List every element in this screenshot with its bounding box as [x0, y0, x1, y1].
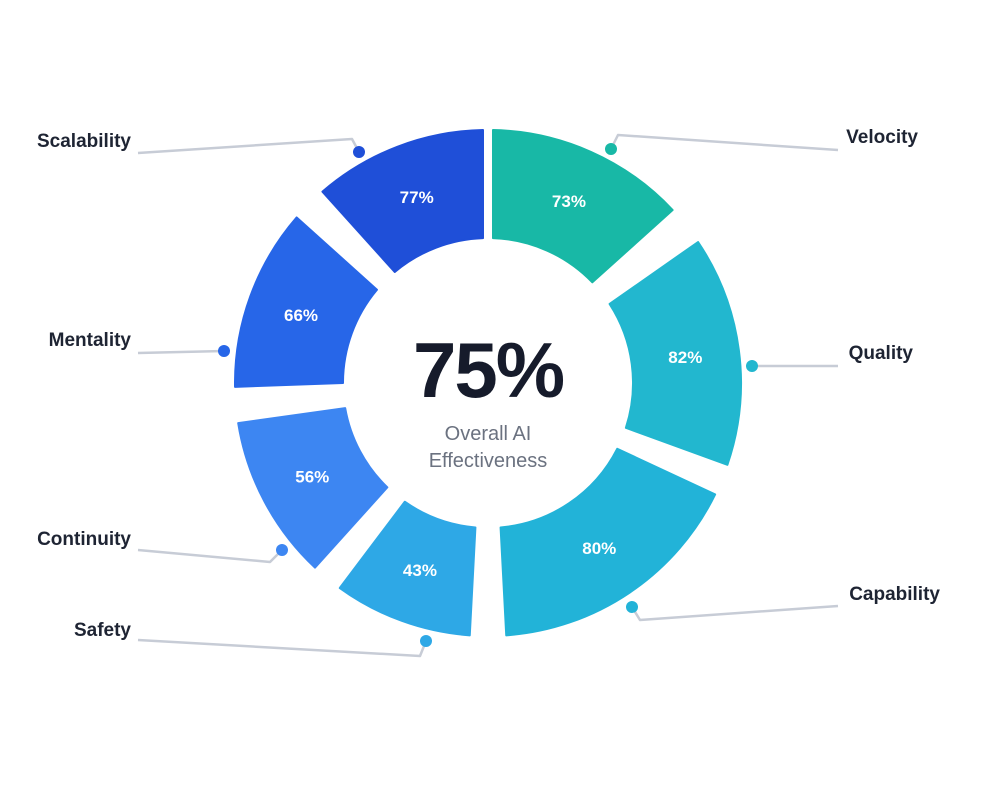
chart-segments: [234, 129, 742, 637]
overall-label-line2: Effectiveness: [429, 450, 548, 472]
segment-velocity: [491, 129, 674, 284]
segment-value-scalability: 77%: [400, 188, 434, 207]
leader-dot-quality: [746, 360, 758, 372]
segment-quality: [608, 241, 742, 466]
category-label-mentality: Mentality: [49, 330, 132, 351]
leader-dot-continuity: [276, 544, 288, 556]
segment-mentality: [234, 216, 378, 388]
segment-safety: [338, 500, 477, 637]
leader-line-scalability: [137, 137, 361, 155]
leader-line-velocity: [609, 133, 839, 152]
category-label-velocity: Velocity: [846, 127, 918, 148]
leader-dot-mentality: [218, 345, 230, 357]
category-label-safety: Safety: [74, 620, 131, 641]
segment-value-quality: 82%: [668, 348, 702, 367]
leader-dot-capability: [626, 601, 638, 613]
category-label-quality: Quality: [849, 343, 914, 364]
leader-dot-velocity: [605, 143, 617, 155]
leader-dot-scalability: [353, 146, 365, 158]
segment-value-labels: 73% 82% 80% 43% 56% 66% 77%: [284, 188, 702, 580]
overall-label-line1: Overall AI: [445, 423, 532, 445]
category-labels: Velocity Quality Capability Safety Continuit…: [37, 127, 940, 641]
leader-line-continuity: [137, 548, 283, 564]
leader-dot-safety: [420, 635, 432, 647]
segment-continuity: [237, 407, 389, 569]
category-label-continuity: Continuity: [37, 529, 131, 550]
category-label-scalability: Scalability: [37, 131, 131, 152]
center-summary: 75% Overall AI Effectiveness: [413, 326, 566, 472]
overall-value: 75%: [413, 326, 564, 414]
segment-value-mentality: 66%: [284, 306, 318, 325]
segment-value-velocity: 73%: [552, 192, 586, 211]
leader-lines: [137, 133, 839, 658]
leader-line-capability: [630, 604, 839, 622]
segment-capability: [499, 447, 717, 637]
leader-line-mentality: [137, 349, 225, 355]
segment-value-capability: 80%: [582, 539, 616, 558]
leader-line-safety: [137, 638, 428, 658]
segment-value-continuity: 56%: [295, 467, 329, 486]
segment-scalability: [321, 129, 485, 273]
segment-value-safety: 43%: [403, 561, 437, 580]
category-label-capability: Capability: [849, 584, 940, 605]
